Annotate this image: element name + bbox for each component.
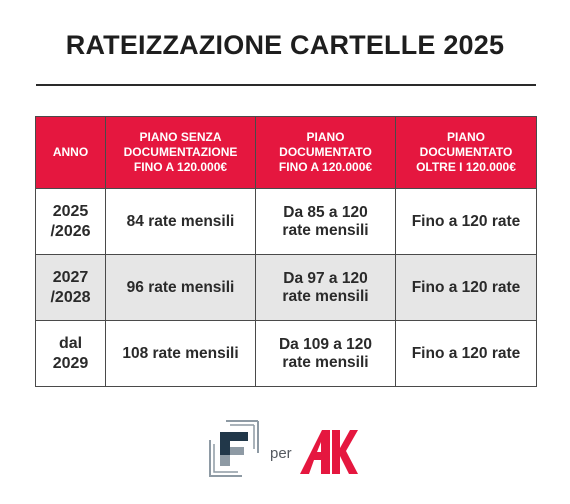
header-year: ANNO bbox=[35, 116, 106, 189]
cell-no-doc: 84 rate mensili bbox=[105, 188, 256, 255]
cell-doc-over-120k: Fino a 120 rate bbox=[395, 320, 537, 387]
cell-no-doc: 96 rate mensili bbox=[105, 254, 256, 321]
header-plan-documented-over-120k: PIANO DOCUMENTATO OLTRE I 120.000€ bbox=[395, 116, 537, 189]
cell-doc-to-120k: Da 97 a 120 rate mensili bbox=[255, 254, 396, 321]
header-plan-no-documentation: PIANO SENZA DOCUMENTAZIONE FINO A 120.00… bbox=[105, 116, 256, 189]
table-row: 2027 /2028 96 rate mensili Da 97 a 120 r… bbox=[35, 254, 537, 321]
table-row: dal 2029 108 rate mensili Da 109 a 120 r… bbox=[35, 320, 537, 387]
page-title: RATEIZZAZIONE CARTELLE 2025 bbox=[65, 30, 505, 60]
installment-table: ANNO PIANO SENZA DOCUMENTAZIONE FINO A 1… bbox=[35, 116, 537, 387]
cell-year: 2025 /2026 bbox=[35, 188, 106, 255]
ak-logo-icon bbox=[300, 430, 358, 474]
table-row: 2025 /2026 84 rate mensili Da 85 a 120 r… bbox=[35, 188, 537, 255]
header-plan-documented-to-120k: PIANO DOCUMENTATO FINO A 120.000€ bbox=[255, 116, 396, 189]
cell-no-doc: 108 rate mensili bbox=[105, 320, 256, 387]
title-divider bbox=[36, 84, 536, 86]
cell-doc-over-120k: Fino a 120 rate bbox=[395, 254, 537, 321]
cell-doc-to-120k: Da 85 a 120 rate mensili bbox=[255, 188, 396, 255]
cell-doc-over-120k: Fino a 120 rate bbox=[395, 188, 537, 255]
cell-year: 2027 /2028 bbox=[35, 254, 106, 321]
cell-doc-to-120k: Da 109 a 120 rate mensili bbox=[255, 320, 396, 387]
cell-year: dal 2029 bbox=[35, 320, 106, 387]
brand-connector: per bbox=[270, 445, 292, 462]
table-header-row: ANNO PIANO SENZA DOCUMENTAZIONE FINO A 1… bbox=[35, 116, 537, 189]
f-logo-icon bbox=[209, 420, 259, 477]
footer-branding: per bbox=[0, 418, 570, 478]
